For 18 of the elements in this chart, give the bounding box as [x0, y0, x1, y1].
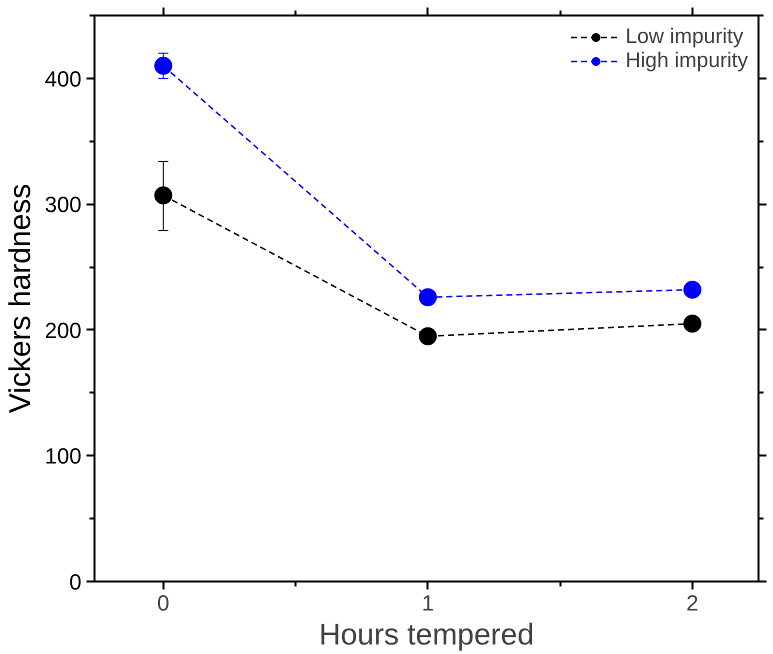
point: [154, 186, 172, 204]
y-tick-label: 0: [69, 570, 82, 594]
y-tick-label: 300: [44, 192, 82, 218]
y-tick-label: 400: [44, 66, 82, 92]
x-tick-label: 0: [157, 590, 170, 616]
y-axis-title: Vickers hardness: [4, 184, 37, 414]
point: [418, 327, 437, 346]
x-axis-title: Hours tempered: [318, 618, 534, 652]
x-tick-label: 2: [686, 590, 698, 616]
point: [418, 288, 437, 306]
legend-label: Low impurity: [625, 25, 744, 49]
y-tick-label: 100: [44, 444, 82, 469]
point: [683, 314, 702, 333]
x-tick-label: 1: [422, 590, 434, 616]
legend-label: High impurity: [625, 49, 748, 73]
y-tick-label: 200: [44, 318, 82, 343]
point: [683, 280, 702, 299]
point: [154, 56, 172, 75]
